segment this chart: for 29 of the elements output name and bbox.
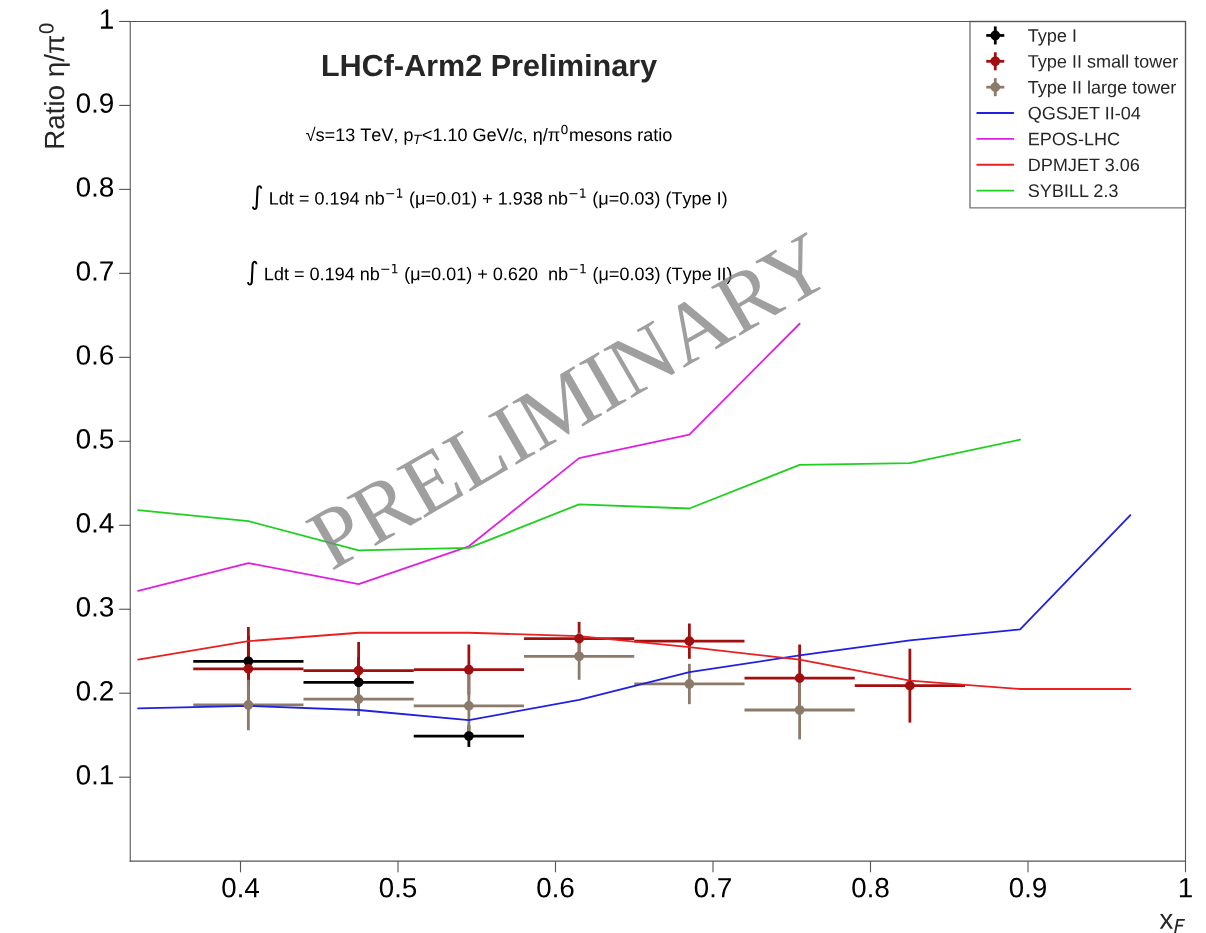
y-tick-label: 0.6 [76, 345, 114, 365]
y-tick-label: 0.2 [76, 681, 113, 701]
x-tick-label: 0.7 [694, 877, 731, 898]
x-tick-label: 0.4 [222, 877, 259, 898]
y-tick-label: 1 [100, 9, 113, 29]
y-tick-label: 0.9 [76, 93, 113, 113]
legend-label: Type I [1028, 29, 1076, 46]
x-tick-label: 0.6 [537, 877, 574, 898]
text: LHCf-Arm2 Preliminary [322, 53, 657, 83]
legend-label: SYBILL 2.3 [1028, 184, 1118, 198]
y-tick-label: 0.3 [76, 597, 114, 617]
legend-label: Type II small tower [1028, 54, 1178, 72]
x-tick-label: 0.5 [379, 877, 417, 898]
annotation: √s=13 TeV, p$_{T}$<1.10 GeV/c, η/π$^{0}$mesons ratio [306, 124, 672, 145]
y-tick-label: 0.4 [76, 513, 114, 533]
legend-label: QGSJET II-04 [1028, 106, 1141, 123]
x-tick-label: 0.8 [852, 877, 889, 898]
y-tick-label: 0.1 [76, 764, 113, 785]
legend-label: DPMJET 3.06 [1029, 158, 1140, 172]
x-tick-label: 0.9 [1009, 877, 1046, 898]
legend-label: EPOS-LHC [1029, 132, 1120, 146]
x-axis-title: x$_{F}$ [1159, 913, 1185, 933]
y-tick-label: 0.5 [76, 429, 114, 449]
legend-label: Type II large tower [1028, 80, 1176, 98]
y-tick-label: 0.8 [76, 177, 114, 197]
annotation: ∫ Ldt = 0.194 nb$^{−1}$ (μ=0.01) + 1.938 nb$^{−1}$ (μ=0.03) (Type I) [251, 185, 727, 210]
y-axis-title: Ratio η/π$^{0}$ [39, 23, 70, 148]
y-tick-label: 0.7 [76, 261, 113, 281]
x-tick-label: 1 [1179, 878, 1192, 898]
